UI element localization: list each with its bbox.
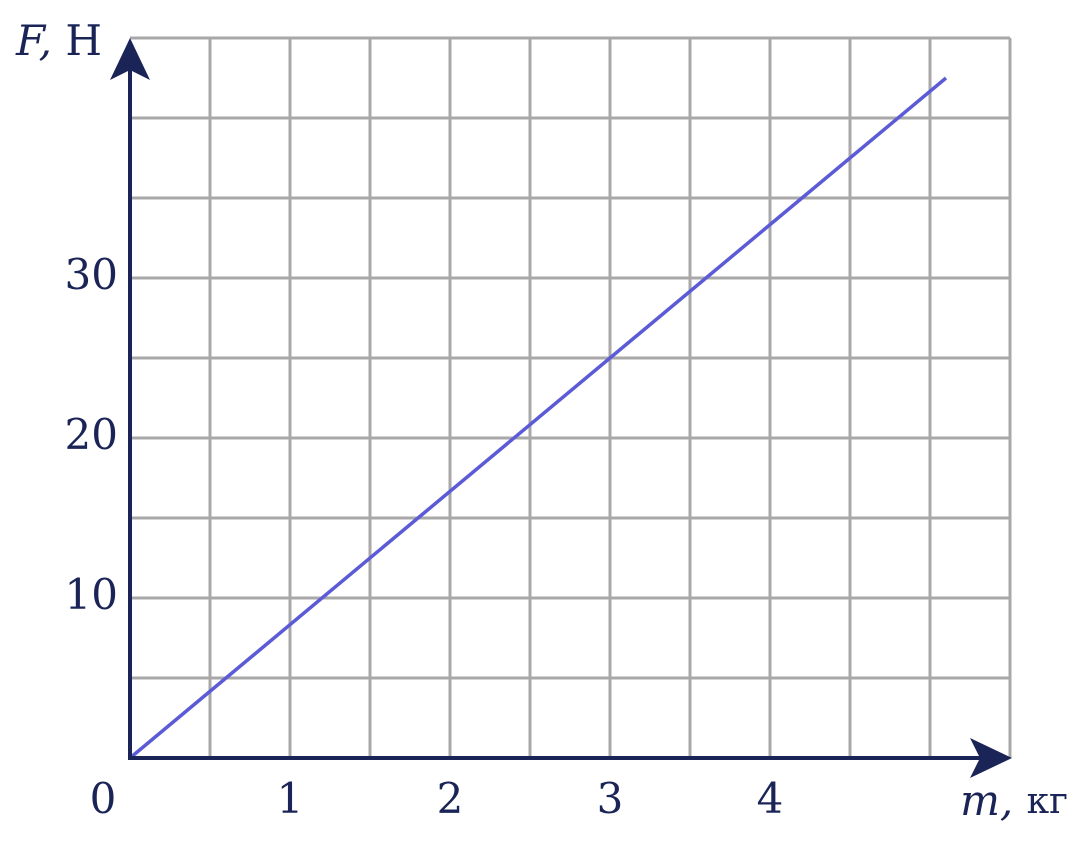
y-arrow [110, 38, 150, 80]
x-tick-label: 3 [597, 774, 624, 823]
axes [110, 38, 1012, 778]
x-label-symbol: m, [960, 776, 1013, 825]
x-tick-label: 1 [277, 774, 304, 823]
origin-label: 0 [90, 774, 117, 823]
plot [128, 76, 948, 760]
y-tick-label: 20 [65, 410, 118, 459]
x-arrow [970, 738, 1012, 778]
data-line [128, 76, 948, 760]
x-axis-label: m, кг [960, 776, 1068, 825]
y-label-unit: Н [65, 16, 102, 65]
grid [130, 36, 1012, 758]
y-label-symbol: F, [15, 16, 52, 65]
y-axis-label: F, Н [15, 16, 102, 65]
x-tick-label: 2 [437, 774, 464, 823]
y-tick-label: 30 [65, 250, 118, 299]
y-tick-label: 10 [65, 570, 118, 619]
x-label-unit: кг [1027, 781, 1068, 822]
x-tick-label: 4 [757, 774, 784, 823]
